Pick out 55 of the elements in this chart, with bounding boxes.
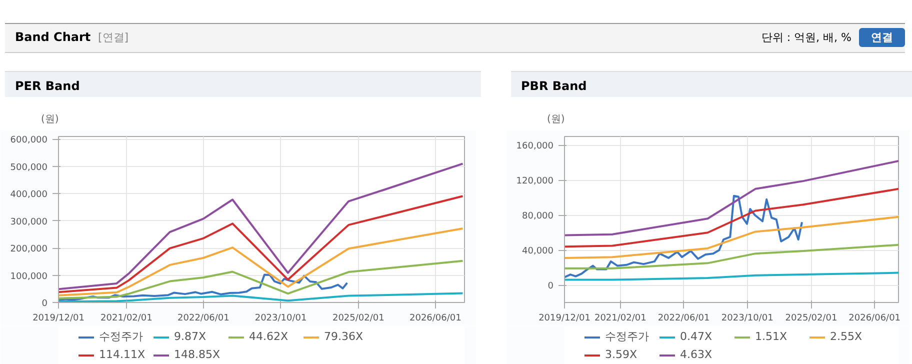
- legend-label: 44.62X: [249, 330, 290, 343]
- y-axis-title: (원): [41, 113, 59, 127]
- x-tick-label: 2021/02/01: [100, 314, 152, 324]
- x-tick-label: 2023/10/01: [254, 314, 307, 324]
- line-series: [58, 227, 464, 296]
- line-series: [58, 195, 464, 294]
- y-tick-label: 600,000: [10, 136, 48, 146]
- line-series: [564, 272, 898, 281]
- line-series: [564, 244, 898, 270]
- x-tick-label: 2026/06/01: [848, 314, 901, 324]
- y-tick-label: 120,000: [516, 176, 554, 187]
- y-tick-label: 300,000: [10, 217, 48, 228]
- line-series: [564, 216, 898, 259]
- y-axis-title: (원): [547, 113, 565, 127]
- x-tick-label: 2019/12/01: [32, 314, 84, 324]
- x-tick-label: 2021/02/01: [594, 314, 646, 324]
- x-tick-label: 2022/06/01: [658, 314, 710, 324]
- x-tick-label: 2026/06/01: [410, 314, 462, 324]
- line-series: [58, 260, 464, 300]
- text: 단위 : 억원, 배, %: [761, 31, 852, 44]
- x-tick-label: 2019/12/01: [538, 314, 590, 324]
- x-tick-label: 2023/10/01: [721, 314, 774, 324]
- y-tick-label: 500,000: [10, 162, 48, 173]
- legend-label: 79.36X: [324, 330, 364, 343]
- chart-title: PBR Band: [521, 78, 587, 95]
- line-series: [564, 160, 898, 236]
- legend-label: 9.87X: [174, 330, 208, 343]
- y-tick-label: 0: [42, 299, 48, 309]
- x-tick-label: 2025/02/01: [785, 314, 838, 324]
- y-tick-label: 400,000: [10, 190, 48, 200]
- text: [연결]: [96, 31, 129, 44]
- text: Band Chart: [15, 30, 91, 44]
- y-tick-label: 100,000: [10, 272, 48, 282]
- legend-label: 수정주가: [605, 329, 650, 344]
- line-series: [58, 274, 348, 302]
- legend-label: 2.55X: [830, 330, 864, 343]
- line-series: [58, 162, 464, 290]
- legend-label: 0.47X: [680, 330, 714, 343]
- legend-label: 수정주가: [99, 329, 144, 344]
- legend-label: 4.63X: [680, 348, 714, 361]
- line-series: [564, 188, 898, 248]
- legend-label: 1.51X: [755, 330, 788, 343]
- y-tick-label: 160,000: [516, 142, 554, 152]
- legend-label: 114.11X: [99, 348, 146, 361]
- text: 연결: [859, 28, 905, 48]
- legend-label: 3.59X: [605, 348, 638, 361]
- legend-label: 148.85X: [174, 348, 220, 361]
- y-tick-label: 80,000: [522, 212, 554, 222]
- line-series: [564, 194, 803, 278]
- y-tick-label: 200,000: [10, 244, 48, 255]
- x-tick-label: 2022/06/01: [178, 314, 230, 324]
- x-tick-label: 2025/02/01: [332, 314, 384, 324]
- y-tick-label: 40,000: [522, 246, 554, 257]
- chart-title: PER Band: [15, 78, 80, 95]
- y-tick-label: 0: [548, 282, 554, 292]
